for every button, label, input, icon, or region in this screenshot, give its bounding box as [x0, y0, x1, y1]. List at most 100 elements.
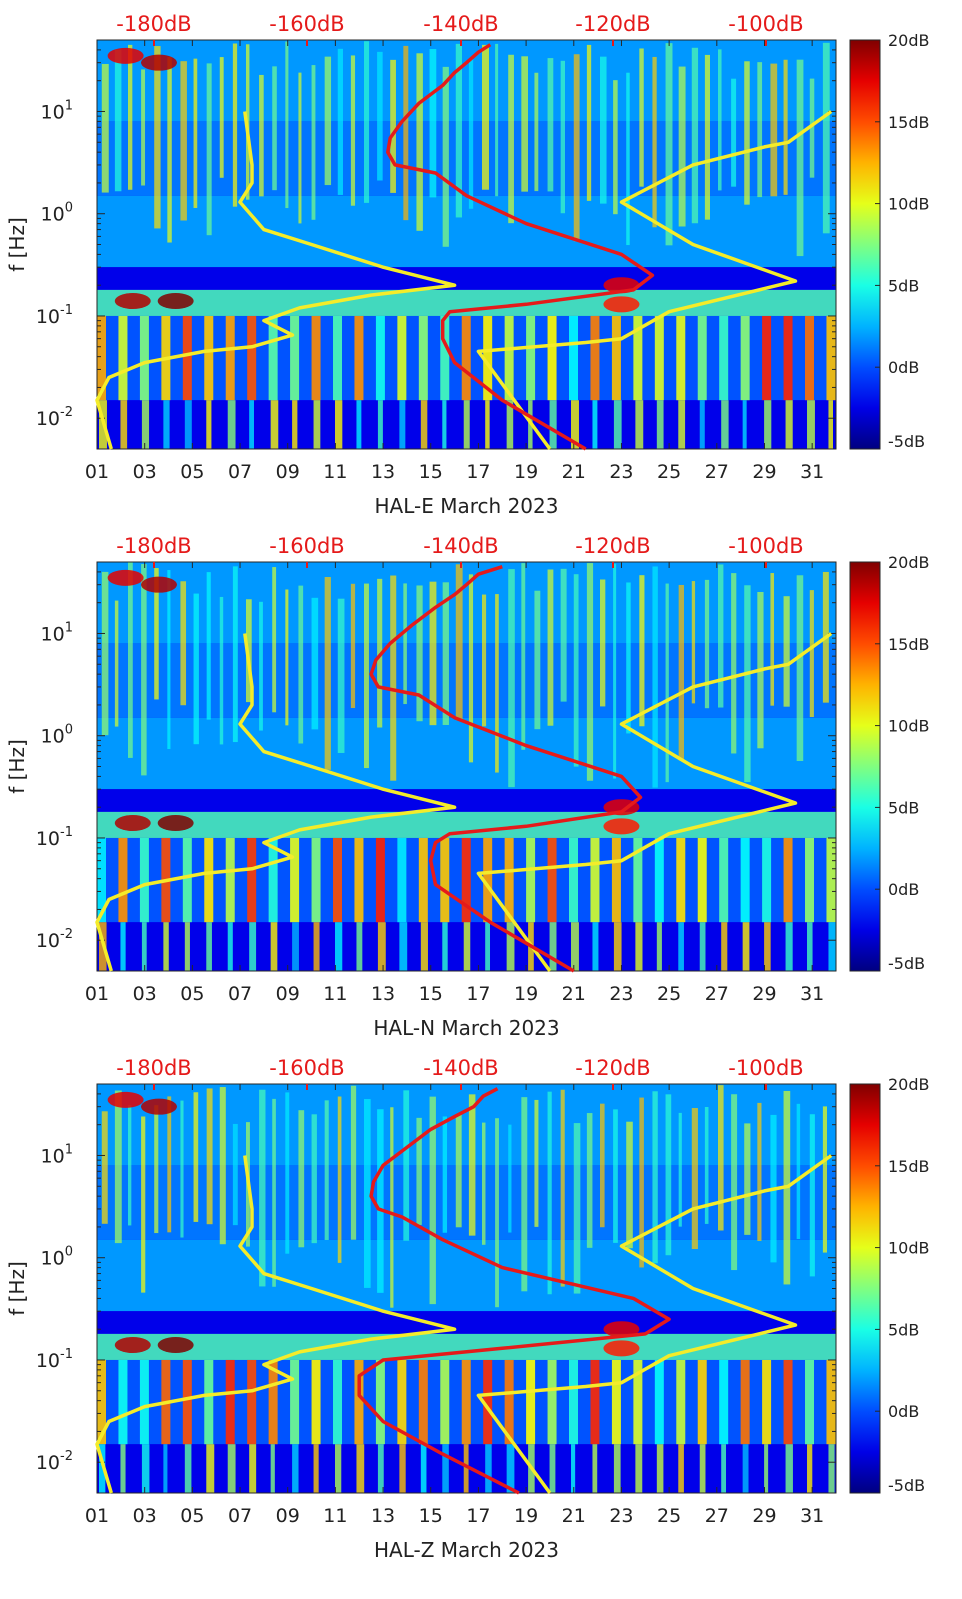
- heatmap-column: [442, 400, 447, 449]
- y-tick-exponent: 0: [65, 201, 73, 216]
- heatmap-column: [268, 1359, 278, 1445]
- heatmap-streak: [770, 63, 778, 197]
- heatmap-column: [611, 837, 621, 923]
- heatmap-column: [721, 400, 729, 449]
- heatmap-hotspot: [603, 296, 640, 313]
- heatmap-column: [504, 837, 514, 923]
- heatmap-hotspot: [603, 1321, 640, 1338]
- x-tick-label: 15: [419, 983, 443, 1005]
- y-tick-exponent: -1: [60, 1347, 73, 1362]
- top-axis-label: -140dB: [423, 1056, 498, 1080]
- heatmap-column: [120, 1444, 126, 1493]
- heatmap-streak: [259, 74, 264, 197]
- heatmap-column: [440, 837, 450, 923]
- heatmap-column: [311, 315, 321, 401]
- heatmap-column: [506, 400, 514, 449]
- heatmap-streak: [678, 66, 686, 227]
- heatmap-streak: [508, 1124, 512, 1233]
- heatmap-streak: [114, 600, 119, 727]
- heatmap-streak: [206, 572, 211, 720]
- x-tick-label: 19: [514, 461, 538, 483]
- heatmap-streak: [272, 567, 277, 713]
- heatmap-streak: [429, 49, 437, 198]
- heatmap-streak: [809, 1114, 815, 1277]
- heatmap-streak: [744, 61, 750, 205]
- heatmap-column: [120, 400, 128, 449]
- heatmap-column: [740, 315, 750, 401]
- colorbar-label: 5dB: [888, 276, 919, 295]
- heatmap-column: [654, 837, 664, 923]
- colorbar-label: 10dB: [888, 195, 930, 214]
- heatmap-hotspot: [140, 576, 177, 593]
- heatmap-streak: [455, 1114, 462, 1228]
- heatmap-column: [826, 837, 836, 923]
- heatmap-band: [97, 267, 836, 290]
- heatmap-streak: [285, 589, 289, 726]
- heatmap-streak: [363, 41, 370, 203]
- heatmap-streak: [311, 597, 319, 730]
- colorbar-gradient: [849, 561, 881, 972]
- x-tick-label: 01: [85, 461, 109, 483]
- heatmap-streak: [599, 56, 607, 204]
- heatmap-column: [290, 315, 300, 401]
- heatmap-hotspot: [114, 1337, 151, 1354]
- heatmap-column: [356, 400, 362, 449]
- heatmap-streak: [770, 573, 775, 706]
- heatmap-streak: [259, 601, 263, 731]
- x-tick-label: 25: [657, 1505, 681, 1527]
- heatmap-column: [313, 400, 321, 449]
- y-tick-base: 10: [41, 1145, 65, 1167]
- heatmap-band: [97, 811, 836, 838]
- y-tick-exponent: -1: [60, 825, 73, 840]
- heatmap-column: [699, 922, 706, 971]
- heatmap-column: [247, 837, 257, 923]
- heatmap-column: [740, 1359, 750, 1445]
- heatmap-streak: [416, 1117, 422, 1225]
- heatmap-streak: [416, 53, 423, 231]
- heatmap-column: [742, 400, 747, 449]
- heatmap-column: [547, 837, 557, 923]
- x-tick-label: 31: [800, 1505, 824, 1527]
- y-tick-label: 100: [41, 723, 73, 748]
- heatmap-streak: [783, 596, 790, 707]
- heatmap-streak: [285, 41, 289, 209]
- y-tick-base: 10: [36, 1350, 60, 1372]
- y-tick-base: 10: [36, 930, 60, 952]
- heatmap-streak: [691, 47, 699, 224]
- heatmap-column: [613, 400, 622, 449]
- heatmap-column: [463, 1444, 469, 1493]
- heatmap-column: [377, 922, 386, 971]
- heatmap-column: [783, 837, 793, 923]
- heatmap-column: [828, 400, 833, 449]
- heatmap-column: [313, 1444, 319, 1493]
- heatmap-column: [225, 837, 235, 923]
- heatmap-streak: [704, 1106, 709, 1224]
- heatmap-streak: [337, 1096, 342, 1263]
- x-tick-label: 21: [562, 983, 586, 1005]
- heatmap-streak: [534, 1099, 539, 1227]
- colorbar-gradient: [849, 39, 881, 450]
- y-tick-exponent: 1: [65, 98, 73, 113]
- heatmap-column: [292, 922, 299, 971]
- heatmap-column: [785, 922, 793, 971]
- heatmap-column: [249, 922, 257, 971]
- x-tick-label: 05: [180, 983, 204, 1005]
- y-tick-base: 10: [36, 408, 60, 430]
- heatmap-streak: [586, 563, 594, 781]
- x-tick-label: 31: [800, 461, 824, 483]
- heatmap-column: [635, 400, 644, 449]
- heatmap-column: [633, 315, 643, 401]
- heatmap-column: [633, 1359, 643, 1445]
- heatmap-column: [783, 1359, 793, 1445]
- heatmap-streak: [442, 66, 449, 247]
- heatmap-column: [377, 1444, 384, 1493]
- heatmap-streak: [141, 564, 147, 776]
- y-tick-base: 10: [36, 1452, 60, 1474]
- heatmap-streak: [547, 58, 554, 192]
- heatmap-column: [764, 922, 771, 971]
- heatmap-column: [204, 315, 214, 401]
- heatmap-streak: [573, 1123, 581, 1294]
- heatmap-hotspot: [107, 47, 144, 64]
- heatmap-streak: [127, 562, 133, 758]
- heatmap-column: [785, 1444, 793, 1493]
